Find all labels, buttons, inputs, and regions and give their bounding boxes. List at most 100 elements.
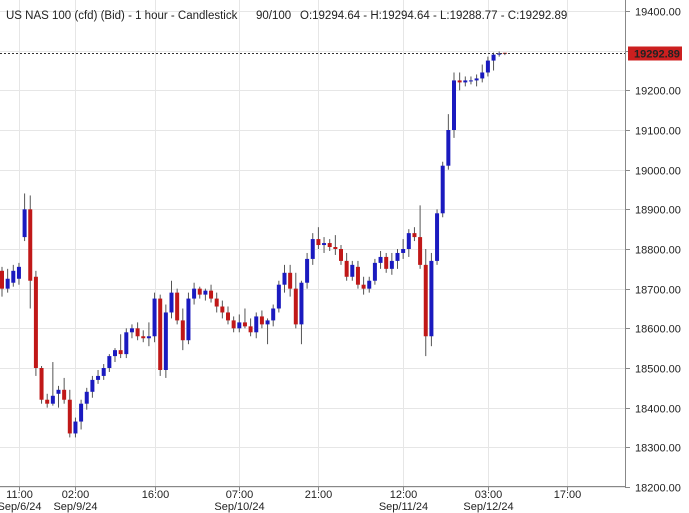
candle[interactable] xyxy=(367,276,372,293)
candle[interactable] xyxy=(480,64,485,83)
candle[interactable] xyxy=(452,72,456,138)
candle[interactable] xyxy=(242,308,247,329)
candle[interactable] xyxy=(429,252,434,347)
candle[interactable] xyxy=(62,377,67,404)
candle[interactable] xyxy=(45,393,50,408)
candle[interactable] xyxy=(118,334,123,359)
candle-body xyxy=(271,308,276,321)
candle[interactable] xyxy=(79,399,84,430)
candle[interactable] xyxy=(355,260,360,289)
candle[interactable] xyxy=(389,252,394,275)
price-axis-label: 18200.00 xyxy=(635,483,681,495)
candle[interactable] xyxy=(124,328,129,359)
candle[interactable] xyxy=(271,304,276,327)
candle[interactable] xyxy=(73,417,78,438)
candle[interactable] xyxy=(299,280,304,345)
candle[interactable] xyxy=(226,306,230,325)
candle[interactable] xyxy=(372,258,377,285)
candle[interactable] xyxy=(327,239,332,251)
candle[interactable] xyxy=(491,52,496,71)
candle[interactable] xyxy=(276,280,281,313)
candle[interactable] xyxy=(395,249,400,269)
candle[interactable] xyxy=(141,330,146,343)
candle[interactable] xyxy=(468,76,473,85)
candle[interactable] xyxy=(418,205,423,269)
candle[interactable] xyxy=(152,292,157,343)
candle-body xyxy=(361,284,366,289)
candle[interactable] xyxy=(344,252,349,281)
candle[interactable] xyxy=(485,56,490,77)
candle[interactable] xyxy=(11,264,16,287)
time-axis-label: 11:00 xyxy=(6,489,33,501)
candle[interactable] xyxy=(28,195,33,309)
candle[interactable] xyxy=(339,245,343,265)
candle[interactable] xyxy=(440,161,445,218)
candle[interactable] xyxy=(16,262,21,285)
candle[interactable] xyxy=(305,252,310,289)
candle[interactable] xyxy=(22,193,27,242)
candle[interactable] xyxy=(310,233,315,265)
candle[interactable] xyxy=(435,209,440,265)
candle[interactable] xyxy=(412,227,417,242)
candle[interactable] xyxy=(90,375,95,398)
candle[interactable] xyxy=(259,310,264,329)
candle[interactable] xyxy=(231,316,236,333)
candles[interactable] xyxy=(0,51,507,438)
candle[interactable] xyxy=(333,235,338,255)
candle[interactable] xyxy=(316,227,321,249)
candle[interactable] xyxy=(180,308,185,351)
candle[interactable] xyxy=(146,322,151,347)
candle-body xyxy=(214,298,219,307)
candle[interactable] xyxy=(163,304,168,378)
candle[interactable] xyxy=(56,385,61,408)
candle[interactable] xyxy=(378,250,383,269)
candle[interactable] xyxy=(209,284,214,303)
candle[interactable] xyxy=(50,362,55,406)
candle[interactable] xyxy=(220,300,225,319)
candle[interactable] xyxy=(96,369,101,384)
candle[interactable] xyxy=(214,292,219,313)
candle[interactable] xyxy=(107,354,112,372)
candle[interactable] xyxy=(254,312,259,339)
candle[interactable] xyxy=(175,288,180,325)
candle[interactable] xyxy=(101,364,106,380)
candle[interactable] xyxy=(361,276,366,295)
candle[interactable] xyxy=(84,387,89,410)
candle[interactable] xyxy=(457,72,462,91)
candle-body xyxy=(209,290,214,299)
candle[interactable] xyxy=(203,288,208,301)
candle[interactable] xyxy=(33,270,38,376)
candle[interactable] xyxy=(39,366,44,404)
candle[interactable] xyxy=(384,252,389,273)
candle[interactable] xyxy=(5,268,10,293)
candle[interactable] xyxy=(288,264,293,297)
candle[interactable] xyxy=(237,314,242,333)
candle[interactable] xyxy=(135,322,140,341)
candle-body xyxy=(242,322,247,327)
candle[interactable] xyxy=(322,237,327,253)
candle[interactable] xyxy=(406,229,411,257)
candle[interactable] xyxy=(248,318,253,337)
candle[interactable] xyxy=(265,318,270,345)
candle[interactable] xyxy=(197,286,202,299)
candle[interactable] xyxy=(423,249,428,357)
candle[interactable] xyxy=(158,294,163,376)
candle[interactable] xyxy=(192,282,197,305)
candle[interactable] xyxy=(67,389,72,438)
candle[interactable] xyxy=(186,292,191,345)
candle[interactable] xyxy=(463,76,468,87)
candle[interactable] xyxy=(129,324,134,339)
candle[interactable] xyxy=(169,280,174,319)
candle[interactable] xyxy=(497,51,502,57)
price-axis-label: 18800.00 xyxy=(635,245,681,257)
candle[interactable] xyxy=(0,266,4,297)
candle[interactable] xyxy=(350,260,355,281)
candle[interactable] xyxy=(293,272,298,329)
candle[interactable] xyxy=(474,74,479,87)
candle[interactable] xyxy=(113,348,117,363)
candle[interactable] xyxy=(401,239,406,259)
candle[interactable] xyxy=(446,114,451,170)
candle[interactable] xyxy=(282,264,287,293)
